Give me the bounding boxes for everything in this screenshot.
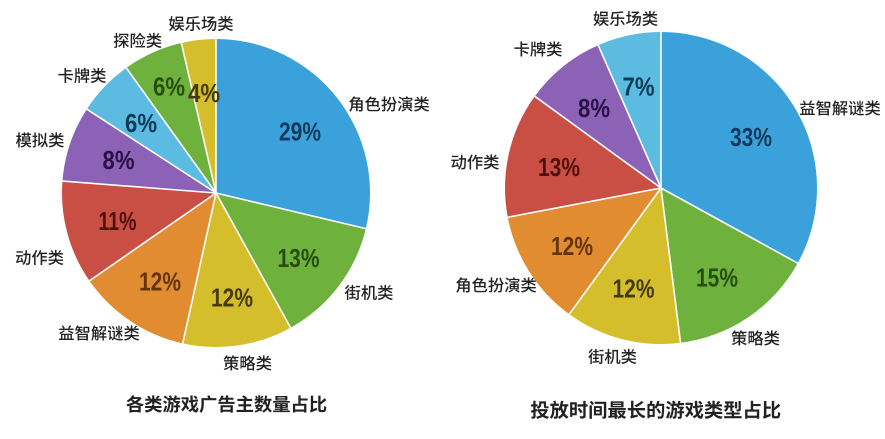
svg-text:13%: 13% <box>278 243 320 273</box>
svg-text:6%: 6% <box>125 108 157 138</box>
svg-text:7%: 7% <box>623 72 655 102</box>
svg-text:11%: 11% <box>99 206 137 236</box>
svg-text:4%: 4% <box>188 78 220 108</box>
svg-text:6%: 6% <box>153 71 185 101</box>
svg-text:12%: 12% <box>551 231 593 261</box>
svg-text:33%: 33% <box>730 122 772 152</box>
svg-text:12%: 12% <box>139 266 181 296</box>
svg-text:8%: 8% <box>578 93 610 123</box>
svg-text:29%: 29% <box>279 116 321 146</box>
svg-text:12%: 12% <box>613 273 655 303</box>
svg-text:12%: 12% <box>211 282 253 312</box>
svg-text:15%: 15% <box>696 262 738 292</box>
svg-text:8%: 8% <box>103 145 135 175</box>
svg-text:13%: 13% <box>538 152 580 182</box>
